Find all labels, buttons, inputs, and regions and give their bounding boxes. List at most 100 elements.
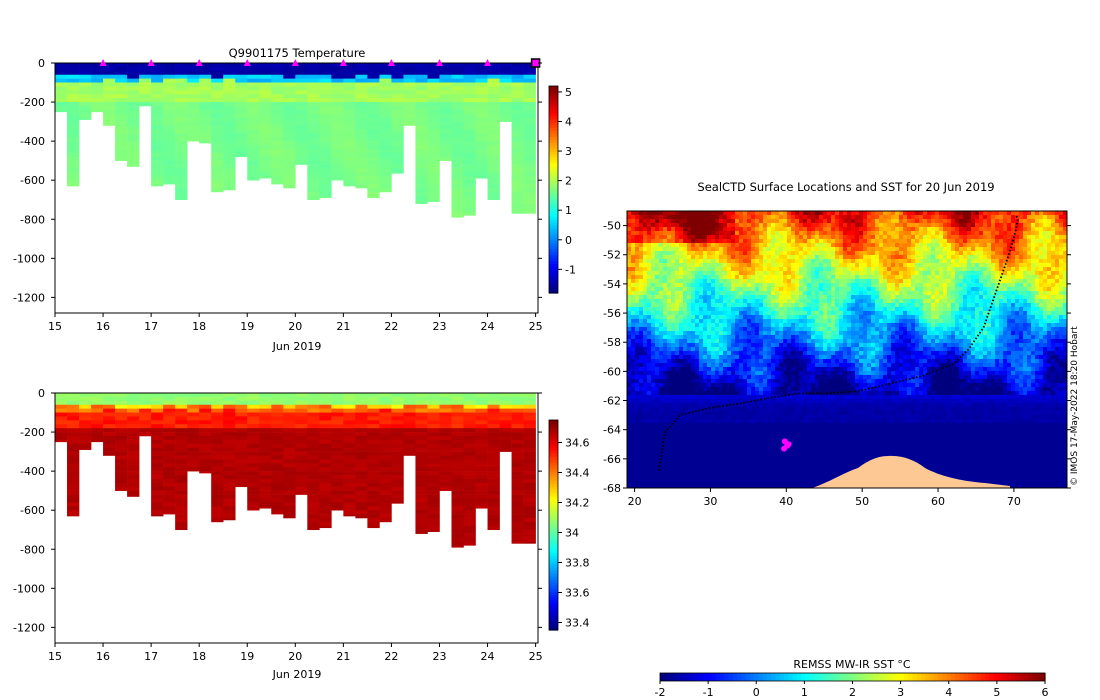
salinity-cell <box>523 424 536 429</box>
sst-cell <box>739 247 744 252</box>
salinity-cell <box>439 467 452 472</box>
salinity-cell <box>355 408 368 413</box>
temperature-cell <box>127 141 140 146</box>
salinity-cell <box>451 533 464 538</box>
sst-cell <box>659 243 664 248</box>
sst-cell <box>803 283 808 288</box>
sst-cell <box>931 243 936 248</box>
sst-cell <box>671 283 676 288</box>
temperature-cell <box>379 78 392 83</box>
salinity-cell <box>115 393 128 398</box>
temperature-cell <box>187 74 200 79</box>
temperature-cell <box>199 113 212 118</box>
temperature-cell <box>367 188 380 193</box>
sst-cell <box>991 283 996 288</box>
salinity-cell <box>391 494 404 499</box>
temperature-colorbar-gradient-step <box>549 142 558 146</box>
temperature-cell <box>163 152 176 158</box>
sst-cell <box>879 215 884 220</box>
sst-cell <box>1055 271 1060 276</box>
temperature-cell <box>67 152 80 158</box>
sst-cell <box>1003 231 1008 236</box>
temperature-cell <box>247 78 260 83</box>
sst-cell <box>751 243 756 248</box>
temperature-colorbar-gradient-step <box>549 139 558 143</box>
sst-cell <box>875 251 880 256</box>
temperature-cell <box>151 74 164 79</box>
sst-cell <box>959 263 964 268</box>
temperature-cell <box>235 145 248 150</box>
sst-cell <box>971 287 976 292</box>
salinity-cell <box>175 478 188 484</box>
temperature-cell <box>223 141 236 146</box>
salinity-cell <box>511 510 524 515</box>
temperature-cell <box>451 121 464 126</box>
salinity-cell <box>427 494 440 499</box>
sst-cell <box>747 255 752 260</box>
temperature-cell <box>151 156 164 161</box>
temperature-cell <box>331 98 344 103</box>
sst-cell <box>1003 271 1008 276</box>
salinity-cell <box>175 451 188 456</box>
sst-cell <box>635 227 640 232</box>
sst-cell <box>751 211 756 216</box>
sst-cell <box>683 215 688 220</box>
salinity-cell <box>331 443 344 448</box>
temperature-cell <box>103 102 116 107</box>
temperature-cell <box>223 66 236 72</box>
sst-cell <box>831 291 836 296</box>
salinity-colorbar-gradient-step <box>549 618 558 622</box>
sst-cell <box>819 295 824 300</box>
salinity-cell <box>271 393 284 398</box>
sst-cell <box>743 247 748 252</box>
salinity-cell <box>271 435 284 441</box>
sst-cell <box>659 235 664 240</box>
sst-cell <box>1007 247 1012 252</box>
salinity-cell <box>403 420 416 425</box>
salinity-cell <box>367 439 380 445</box>
temperature-cell <box>475 125 488 130</box>
temperature-cell <box>271 74 284 79</box>
sst-cell <box>767 215 772 220</box>
sst-cell <box>895 215 900 220</box>
sst-cell <box>655 243 660 248</box>
sst-cell <box>1043 279 1048 284</box>
sst-cell <box>1023 231 1028 236</box>
salinity-cell <box>379 455 392 460</box>
salinity-cell <box>355 400 368 406</box>
sst-cell <box>1051 283 1056 288</box>
salinity-cell <box>331 404 344 409</box>
temperature-cell <box>487 168 500 173</box>
temperature-cell <box>523 211 536 214</box>
sst-cell <box>995 287 1000 292</box>
temperature-cell <box>283 137 296 142</box>
temperature-cell <box>127 109 140 115</box>
salinity-cell <box>283 416 296 421</box>
sst-cell <box>879 271 884 276</box>
sst-cell <box>639 227 644 232</box>
sst-cell <box>1039 263 1044 268</box>
salinity-cell <box>259 412 272 417</box>
temperature-cell <box>283 117 296 122</box>
sst-cell <box>999 223 1004 228</box>
temperature-cell <box>343 156 356 161</box>
temperature-cell <box>295 98 308 103</box>
sst-cell <box>1019 271 1024 276</box>
temperature-cell <box>367 70 380 76</box>
sst-cell <box>999 211 1004 216</box>
temperature-cell <box>523 148 536 154</box>
salinity-cell <box>127 439 140 445</box>
salinity-cell <box>487 432 500 437</box>
sst-cell <box>1003 239 1008 244</box>
temperature-cell <box>427 188 440 193</box>
salinity-cell <box>415 467 428 472</box>
sst-cell <box>659 283 664 288</box>
sst-cell <box>799 295 804 300</box>
sst-cell <box>763 259 768 264</box>
sst-cell <box>739 267 744 272</box>
temperature-cell <box>379 117 392 122</box>
salinity-cell <box>511 412 524 417</box>
salinity-cell <box>247 494 260 499</box>
sst-cell <box>639 271 644 276</box>
